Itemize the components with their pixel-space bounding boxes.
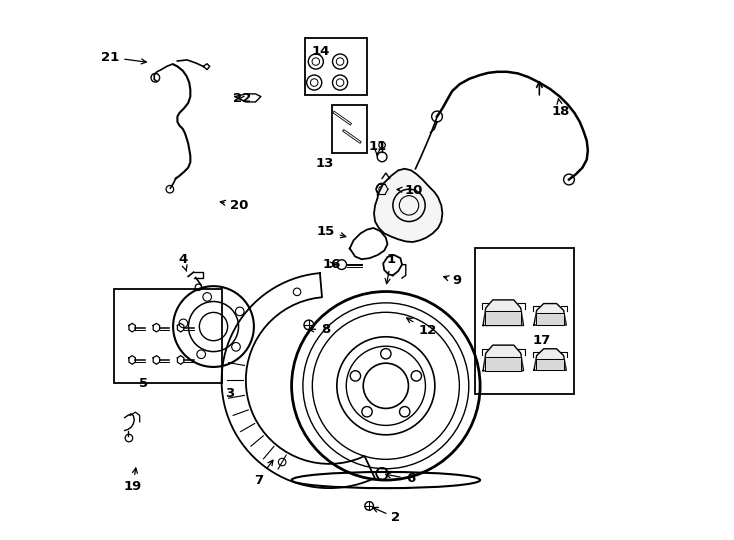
Text: 15: 15 xyxy=(316,225,346,238)
Polygon shape xyxy=(483,345,523,371)
Text: 9: 9 xyxy=(443,274,461,287)
Text: 17: 17 xyxy=(533,334,551,347)
Text: 11: 11 xyxy=(368,140,387,156)
Text: 13: 13 xyxy=(316,157,334,170)
Bar xyxy=(475,248,575,394)
Text: 10: 10 xyxy=(397,184,423,197)
Polygon shape xyxy=(485,312,521,326)
Text: 2: 2 xyxy=(373,508,400,524)
Text: 16: 16 xyxy=(323,258,341,271)
Text: 22: 22 xyxy=(233,92,251,105)
Polygon shape xyxy=(485,357,521,371)
Text: 18: 18 xyxy=(552,99,570,118)
Polygon shape xyxy=(374,168,443,242)
Text: 19: 19 xyxy=(123,468,142,493)
Text: 21: 21 xyxy=(101,51,146,64)
Text: 7: 7 xyxy=(254,460,273,487)
Bar xyxy=(114,289,222,383)
Text: 6: 6 xyxy=(385,472,415,485)
Text: 1: 1 xyxy=(385,253,396,284)
Polygon shape xyxy=(536,359,564,370)
Polygon shape xyxy=(536,313,564,325)
Text: 4: 4 xyxy=(178,253,187,271)
Text: 8: 8 xyxy=(309,323,330,336)
Bar xyxy=(332,105,367,153)
Polygon shape xyxy=(534,303,567,325)
Text: 14: 14 xyxy=(312,45,330,58)
Polygon shape xyxy=(534,349,567,370)
Bar xyxy=(305,38,367,95)
Text: 12: 12 xyxy=(407,318,437,337)
Text: 5: 5 xyxy=(139,376,148,389)
Text: 20: 20 xyxy=(220,199,248,212)
Polygon shape xyxy=(483,300,523,326)
Text: 3: 3 xyxy=(225,387,234,400)
